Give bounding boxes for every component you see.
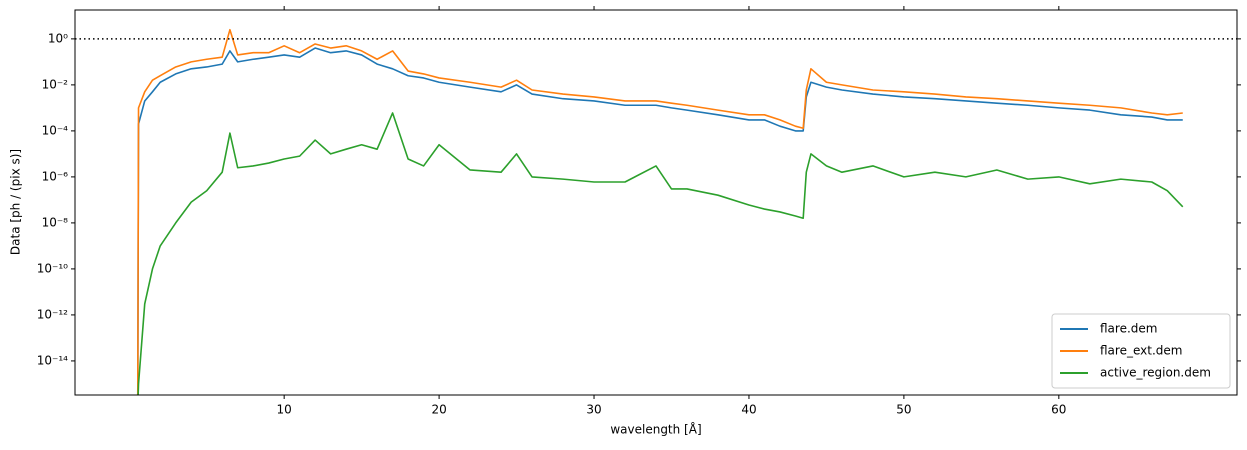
y-tick-label: 10⁰: [48, 31, 68, 45]
legend-label: flare_ext.dem: [1100, 344, 1182, 358]
y-tick-label: 10⁻¹⁴: [37, 353, 68, 367]
y-axis-label: Data [ph / (pix s)]: [9, 149, 23, 255]
x-tick-label: 10: [277, 403, 292, 417]
plot-area: [75, 28, 1237, 395]
y-tick-label: 10⁻¹⁰: [37, 261, 68, 275]
x-tick-label: 40: [741, 403, 756, 417]
legend-label: flare.dem: [1100, 322, 1157, 336]
series-line: [136, 47, 1183, 395]
y-tick-label: 10⁻⁶: [42, 169, 69, 183]
legend-box: [1051, 313, 1231, 389]
y-tick-label: 10⁻⁸: [42, 215, 69, 229]
x-tick-label: 60: [1051, 403, 1066, 417]
axes-frame: [74, 9, 1238, 396]
y-tick-label: 10⁻¹²: [37, 307, 68, 321]
y-tick-label: 10⁻⁴: [42, 123, 69, 137]
x-tick-label: 50: [896, 403, 911, 417]
legend-label: active_region.dem: [1100, 366, 1211, 380]
x-axis-label: wavelength [Å]: [610, 422, 701, 437]
x-tick-label: 30: [586, 403, 601, 417]
x-tick-label: 20: [431, 403, 446, 417]
y-tick-label: 10⁻²: [42, 77, 69, 91]
series-line: [136, 28, 1183, 395]
series-line: [137, 112, 1184, 395]
